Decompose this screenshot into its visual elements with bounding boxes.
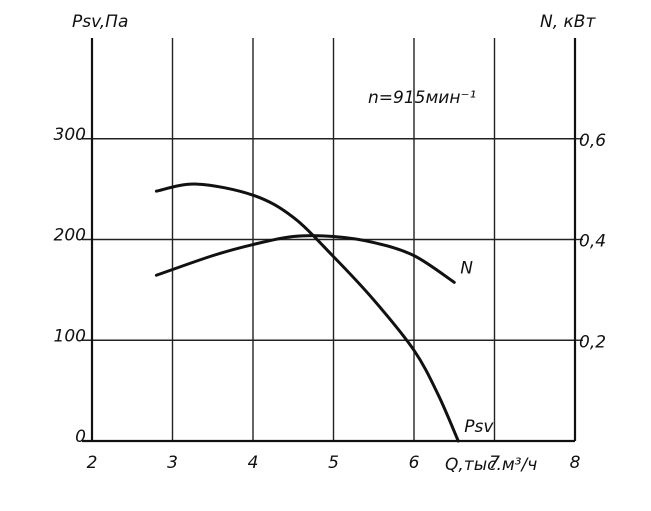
x-tick-label: 7 [489, 453, 500, 473]
series-label: Psv [464, 417, 494, 437]
curve [154, 234, 456, 284]
y-tick-label: 0 [75, 427, 86, 447]
x-tick-label: 3 [167, 453, 178, 473]
x-tick-label: 4 [248, 453, 259, 473]
x-tick-label: 6 [409, 453, 420, 473]
series-label: N [460, 258, 473, 278]
y-tick-label: 200 [54, 226, 86, 246]
y-axis-label: Psv,Па [72, 12, 128, 32]
x-tick-label: 2 [87, 453, 98, 473]
curve [154, 182, 460, 443]
x-axis-label: Q,тыс.м³/ч [445, 455, 537, 475]
x-tick-label: 8 [570, 453, 581, 473]
y2-tick-label: 0,4 [579, 232, 606, 252]
annotation: n=915мин⁻¹ [368, 88, 476, 108]
y-tick-label: 300 [54, 125, 86, 145]
y2-tick-label: 0,6 [579, 131, 606, 151]
x-tick-label: 5 [328, 453, 339, 473]
y2-tick-label: 0,2 [579, 332, 606, 352]
y-tick-label: 100 [54, 326, 86, 346]
y2-axis-label: N, кВт [540, 12, 596, 32]
